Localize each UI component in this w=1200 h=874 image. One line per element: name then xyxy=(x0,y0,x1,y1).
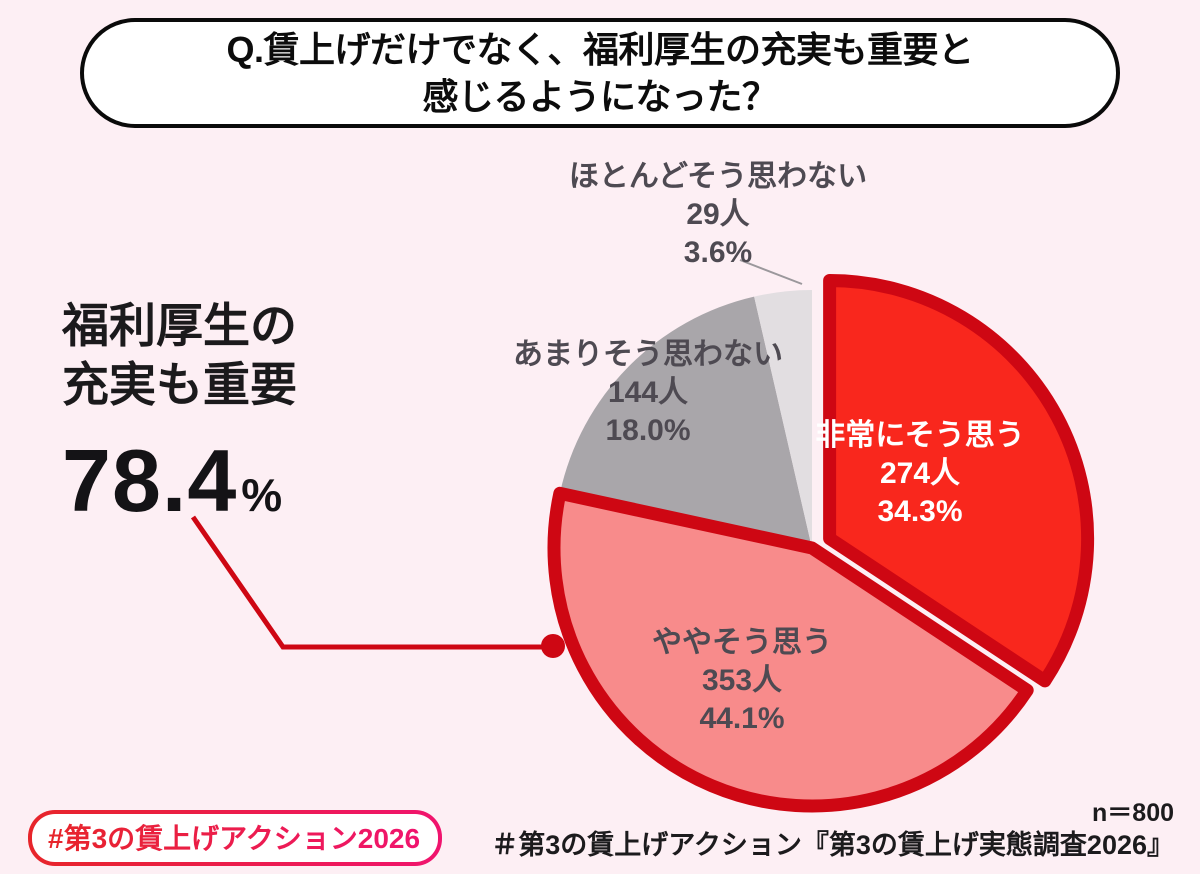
source-block: n＝800 ＃第3の賃上げアクション『第3の賃上げ実態調査2026』 xyxy=(491,798,1174,862)
question-box: Q.賃上げだけでなく、福利厚生の充実も重要と 感じるようになった？ xyxy=(80,18,1120,128)
leader-dot xyxy=(541,634,565,658)
headline-percent-unit: % xyxy=(241,469,283,521)
slice-count: 353人 xyxy=(701,664,783,697)
campaign-badge: #第3の賃上げアクション2026 xyxy=(28,810,443,866)
pie-label-somewhat-agree: ややそう思う 353人 44.1% xyxy=(582,624,902,738)
headline: 福利厚生の 充実も重要 78.4 % xyxy=(62,296,297,532)
slice-percent: 3.6% xyxy=(683,236,753,269)
pie-label-not-really: あまりそう思わない 144人 18.0% xyxy=(488,336,808,450)
slice-label: あまりそう思わない xyxy=(513,338,783,371)
slice-count: 144人 xyxy=(607,376,689,409)
slice-count: 274人 xyxy=(879,457,961,490)
slice-percent: 44.1% xyxy=(699,702,785,735)
pie-label-not-at-all: ほとんどそう思わない 29人 3.6% xyxy=(558,158,878,272)
headline-line-2: 充実も重要 xyxy=(62,358,297,411)
sample-size: n＝800 xyxy=(1092,799,1174,827)
leader-line-headline xyxy=(190,515,546,650)
campaign-badge-inner: #第3の賃上げアクション2026 xyxy=(32,814,439,862)
campaign-badge-label: #第3の賃上げアクション2026 xyxy=(48,823,421,854)
source-credit: ＃第3の賃上げアクション『第3の賃上げ実態調査2026』 xyxy=(491,830,1174,860)
slice-percent: 18.0% xyxy=(605,414,691,447)
question-line-1: Q.賃上げだけでなく、福利厚生の充実も重要と xyxy=(226,29,974,70)
slice-label: ほとんどそう思わない xyxy=(568,160,868,193)
headline-line-1: 福利厚生の xyxy=(62,299,297,352)
pie-label-very-agree: 非常にそう思う 274人 34.3% xyxy=(760,417,1080,531)
slice-count: 29人 xyxy=(686,198,750,231)
slice-percent: 34.3% xyxy=(877,495,963,528)
slice-label: 非常にそう思う xyxy=(815,419,1025,452)
question-line-2: 感じるようになった？ xyxy=(422,76,778,117)
headline-value-row: 78.4 % xyxy=(62,430,297,532)
slice-label: ややそう思う xyxy=(652,626,832,659)
headline-percent-value: 78.4 xyxy=(62,431,238,530)
